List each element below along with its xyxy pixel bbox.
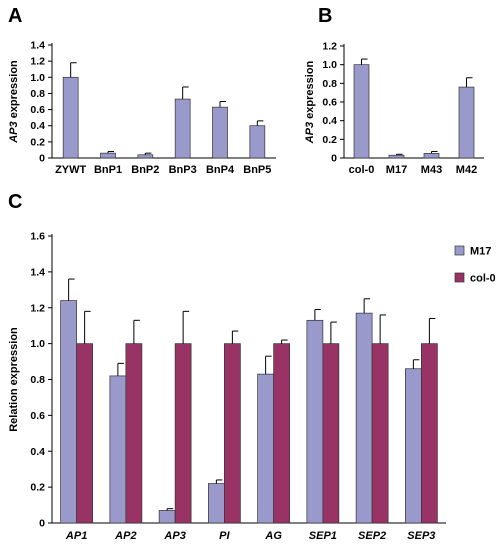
x-tick-label: M43 xyxy=(421,164,442,176)
chart-c: 0 0.2 0.4 0.6 0.8 1.0 1.2 1.4 1.6 AP1 AP2 AP3 PI AG SE… xyxy=(8,231,496,543)
y-axis-title-rest: expression xyxy=(304,60,316,121)
y-tick-label: 1.0 xyxy=(322,59,337,71)
y-tick-label: 1.2 xyxy=(30,56,45,68)
bar xyxy=(423,152,440,159)
y-tick-label: 1.2 xyxy=(322,41,337,53)
x-tick-label: M42 xyxy=(456,164,477,176)
x-tick-label: ZYWT xyxy=(55,164,86,176)
x-tick-label: AG xyxy=(264,530,282,542)
chart-a: 0 0.2 0.4 0.6 0.8 1.0 1.2 1.4 ZYWT BnP1 BnP2 BnP3 Bn… xyxy=(8,40,276,176)
bar xyxy=(353,64,370,159)
bar-col-0 xyxy=(371,343,389,524)
y-tick-label: 0 xyxy=(39,153,45,165)
y-tick-label: 1.2 xyxy=(30,302,45,314)
bar-col-0 xyxy=(76,343,93,524)
y-tick-label: 1.6 xyxy=(30,231,45,243)
legend-swatch xyxy=(454,272,465,283)
bar xyxy=(388,154,405,159)
x-tick-label: col-0 xyxy=(349,164,375,176)
y-axis-title: AP3 expression xyxy=(8,60,20,144)
legend-swatch xyxy=(454,245,465,256)
bar-m17 xyxy=(60,300,77,524)
x-tick-label: BnP3 xyxy=(169,164,197,176)
y-tick-label: 0.6 xyxy=(322,97,337,109)
bar xyxy=(212,106,228,159)
panel-label-a: A xyxy=(8,5,22,27)
y-axis-title-gene: AP3 xyxy=(304,122,316,144)
y-tick-label: 0.2 xyxy=(30,482,45,494)
y-tick-label: 0.4 xyxy=(30,446,45,458)
x-tick-label: BnP5 xyxy=(243,164,271,176)
y-tick-label: 0.4 xyxy=(322,115,337,127)
bar-m17 xyxy=(158,510,176,524)
bar xyxy=(100,152,116,159)
y-tick-label: 1.0 xyxy=(30,338,45,350)
y-tick-label: 0 xyxy=(331,153,337,165)
y-tick-label: 0.8 xyxy=(30,374,45,386)
chart-b: 0 0.2 0.4 0.6 0.8 1.0 1.2 col-0 M17 M43 M42 AP3 exp… xyxy=(304,41,484,176)
bar-m17 xyxy=(306,319,324,524)
y-tick-label: 1.0 xyxy=(30,72,45,84)
x-tick-label: AP3 xyxy=(163,530,185,542)
y-tick-label: 0.4 xyxy=(30,120,45,132)
x-tick-label: SEP2 xyxy=(358,530,386,542)
y-tick-label: 0.2 xyxy=(30,136,45,148)
y-tick-label: 0.6 xyxy=(30,104,45,116)
x-tick-label: PI xyxy=(219,530,230,542)
legend-label: col-0 xyxy=(470,273,496,285)
y-tick-label: 0.8 xyxy=(322,78,337,90)
bar-col-0 xyxy=(224,343,241,524)
bar xyxy=(174,98,191,159)
bar-m17 xyxy=(355,312,373,524)
bar-m17 xyxy=(208,483,225,524)
bar xyxy=(458,86,475,159)
y-tick-label: 1.4 xyxy=(30,266,45,278)
panel-label-c: C xyxy=(8,191,22,213)
x-tick-label: SEP1 xyxy=(309,530,337,542)
bar-col-0 xyxy=(174,343,192,524)
bar-col-0 xyxy=(322,343,340,524)
x-tick-label: M17 xyxy=(386,164,407,176)
y-tick-label: 1.4 xyxy=(30,40,45,52)
x-tick-label: BnP1 xyxy=(94,164,122,176)
bar-m17 xyxy=(405,368,422,524)
bar xyxy=(62,76,79,159)
panel-label-b: B xyxy=(318,5,332,27)
y-axis-title: Relation expression xyxy=(8,327,20,432)
y-tick-label: 0.6 xyxy=(30,410,45,422)
x-tick-label: BnP2 xyxy=(131,164,159,176)
x-tick-label: BnP4 xyxy=(206,164,235,176)
x-tick-label: SEP3 xyxy=(407,530,435,542)
y-tick-label: 0 xyxy=(39,518,45,530)
bar-col-0 xyxy=(125,343,143,524)
y-axis-title-rest: expression xyxy=(8,60,20,121)
legend-label: M17 xyxy=(470,246,491,258)
x-tick-label: AP2 xyxy=(114,530,136,542)
y-tick-label: 0.2 xyxy=(322,134,337,146)
bar-col-0 xyxy=(421,343,438,524)
y-axis-title: AP3 expression xyxy=(304,60,316,144)
bar-col-0 xyxy=(273,343,290,524)
y-tick-label: 0.8 xyxy=(30,88,45,100)
bar xyxy=(249,125,266,159)
x-tick-label: AP1 xyxy=(65,530,87,542)
y-axis-title-gene: AP3 xyxy=(8,121,20,143)
bar-m17 xyxy=(257,373,274,524)
bar xyxy=(137,154,154,159)
bar-m17 xyxy=(109,375,127,524)
